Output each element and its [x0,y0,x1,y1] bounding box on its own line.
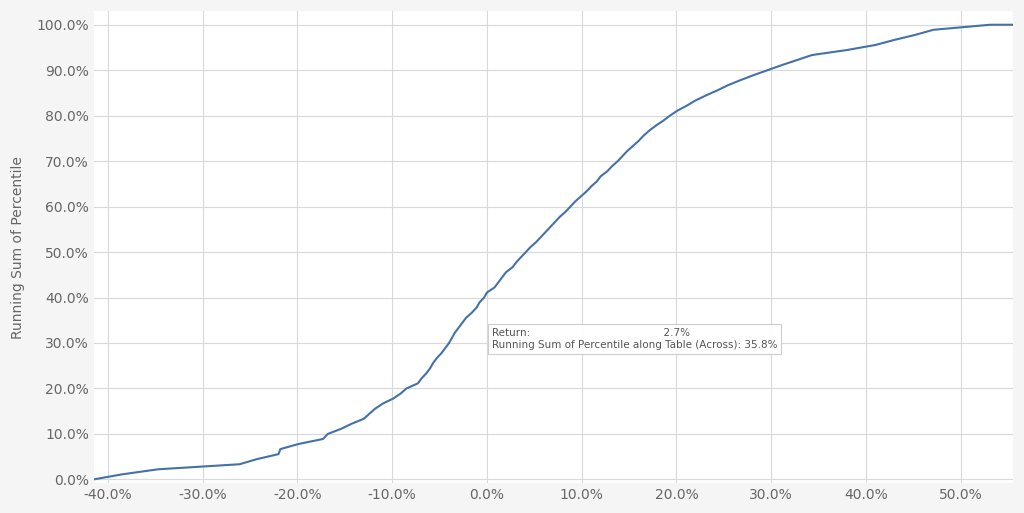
Text: Return:                                         2.7%
Running Sum of Percentile a: Return: 2.7% Running Sum of Percentile a [492,328,777,350]
Y-axis label: Running Sum of Percentile: Running Sum of Percentile [11,155,26,339]
